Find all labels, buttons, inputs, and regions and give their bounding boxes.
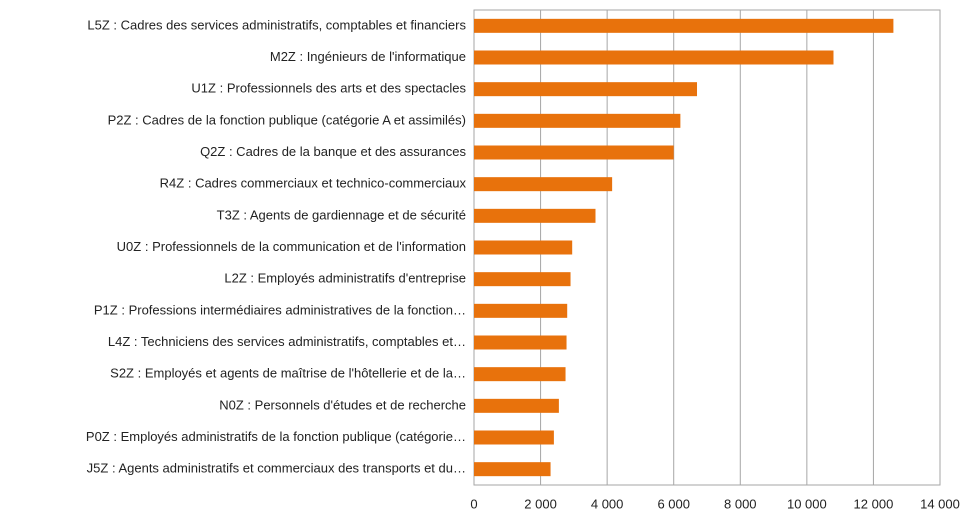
x-tick-label: 12 000	[854, 496, 894, 511]
x-tick-label: 10 000	[787, 496, 827, 511]
bar	[474, 462, 551, 477]
y-tick-label: R4Z : Cadres commerciaux et technico-com…	[160, 176, 467, 191]
bar	[474, 145, 674, 160]
bar	[474, 113, 681, 128]
y-tick-label: U0Z : Professionnels de la communication…	[117, 239, 466, 254]
x-tick-label: 0	[470, 496, 477, 511]
y-tick-label: U1Z : Professionnels des arts et des spe…	[191, 81, 466, 96]
y-tick-label: P2Z : Cadres de la fonction publique (ca…	[108, 112, 466, 127]
bar	[474, 208, 596, 223]
y-tick-label: L4Z : Techniciens des services administr…	[108, 334, 466, 349]
bar	[474, 272, 571, 287]
y-tick-label: P1Z : Professions intermédiaires adminis…	[94, 302, 466, 317]
y-tick-label: N0Z : Personnels d'études et de recherch…	[219, 397, 466, 412]
y-tick-label: T3Z : Agents de gardiennage et de sécuri…	[217, 207, 466, 222]
bar	[474, 50, 834, 65]
x-tick-label: 4 000	[591, 496, 624, 511]
y-tick-label: L5Z : Cadres des services administratifs…	[87, 17, 466, 32]
bar	[474, 335, 567, 350]
y-tick-label: Q2Z : Cadres de la banque et des assuran…	[200, 144, 466, 159]
y-tick-label: J5Z : Agents administratifs et commercia…	[87, 461, 466, 476]
bar	[474, 82, 698, 97]
x-tick-label: 2 000	[524, 496, 557, 511]
bar	[474, 303, 568, 318]
bar	[474, 430, 554, 445]
bar	[474, 177, 613, 192]
y-tick-label: M2Z : Ingénieurs de l'informatique	[270, 49, 466, 64]
bar	[474, 367, 566, 382]
bar	[474, 240, 573, 255]
y-tick-label: L2Z : Employés administratifs d'entrepri…	[224, 271, 466, 286]
x-tick-label: 8 000	[724, 496, 757, 511]
y-tick-label: P0Z : Employés administratifs de la fonc…	[86, 429, 466, 444]
x-tick-label: 6 000	[657, 496, 690, 511]
bar	[474, 18, 894, 33]
bar	[474, 398, 559, 413]
y-tick-label: S2Z : Employés et agents de maîtrise de …	[110, 366, 466, 381]
x-tick-label: 14 000	[920, 496, 960, 511]
